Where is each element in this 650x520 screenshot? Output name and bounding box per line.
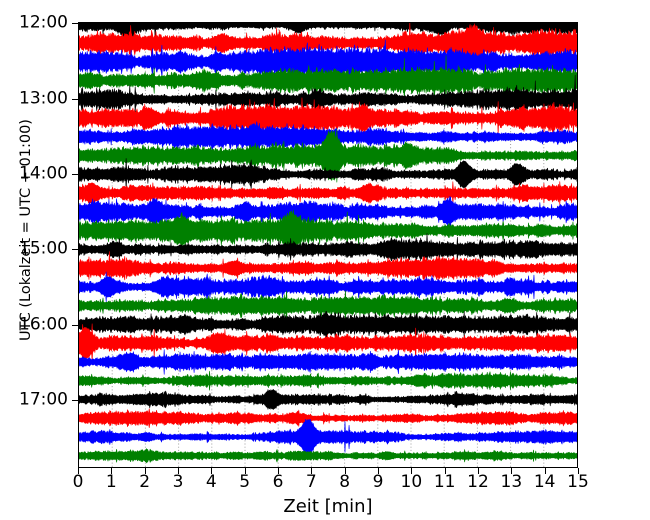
seismogram-trace	[79, 389, 577, 410]
y-tick-label: 14:00	[19, 163, 68, 184]
seismogram-trace	[79, 290, 577, 321]
seismogram-trace	[79, 128, 577, 183]
x-tick-label: 1	[105, 472, 117, 492]
x-tick-mark	[144, 468, 146, 474]
x-axis-tick-labels: 0 1 2 3 4 5 6 7 8 9 10 11 12 13 14 15	[73, 472, 589, 498]
seismogram-traces	[79, 23, 577, 464]
x-tick-mark	[578, 468, 579, 474]
x-tick-mark	[111, 468, 113, 474]
seismogram-trace	[79, 39, 577, 85]
x-tick-label: 10	[400, 472, 423, 492]
x-tick-label: 8	[339, 472, 351, 492]
x-tick-mark	[411, 468, 413, 474]
y-tick-mark	[72, 400, 78, 402]
x-tick-mark	[378, 468, 379, 474]
x-tick-mark	[544, 468, 546, 474]
y-axis-title: UTC (Lokalzeit = UTC + 01:00)	[18, 119, 34, 341]
x-tick-label: 13	[500, 472, 523, 492]
seismogram-trace	[79, 23, 577, 51]
y-tick-mark	[72, 23, 78, 25]
seismogram-trace	[79, 23, 577, 66]
y-tick-mark	[72, 324, 78, 326]
y-tick-mark	[72, 98, 78, 100]
seismogram-trace	[79, 251, 577, 286]
y-tick-label: 13:00	[19, 88, 68, 109]
seismogram-trace	[79, 408, 577, 429]
y-axis-tick-labels: 12:00 13:00 14:00 15:00 16:00 17:00	[0, 14, 68, 468]
x-tick-mark	[344, 468, 346, 474]
seismogram-trace	[79, 74, 577, 124]
x-tick-mark	[444, 468, 446, 474]
x-tick-mark	[278, 468, 279, 474]
seismogram-trace	[79, 233, 577, 266]
y-tick-mark	[72, 249, 78, 251]
x-tick-mark	[178, 468, 179, 474]
seismogram-trace	[79, 181, 577, 206]
seismogram-trace	[79, 158, 577, 191]
x-tick-label: 0	[72, 472, 84, 492]
seismogram-trace	[79, 370, 577, 391]
seismogram-trace	[79, 448, 577, 464]
y-axis-tick-marks	[0, 22, 78, 468]
seismogram-trace	[79, 310, 577, 338]
x-tick-label: 14	[533, 472, 556, 492]
x-tick-label: 11	[433, 472, 456, 492]
seismogram-trace	[79, 97, 577, 139]
seismogram-trace	[79, 418, 577, 456]
x-tick-label: 15	[567, 472, 589, 492]
x-tick-mark	[478, 468, 479, 474]
y-tick-label: 12:00	[19, 12, 68, 33]
x-tick-mark	[211, 468, 213, 474]
x-tick-label: 7	[305, 472, 317, 492]
x-tick-mark	[78, 468, 79, 474]
y-tick-mark	[72, 174, 78, 176]
plot-area	[78, 22, 578, 468]
y-tick-label: 15:00	[19, 238, 68, 259]
x-tick-label: 9	[372, 472, 384, 492]
seismogram-trace	[79, 323, 577, 363]
x-tick-label: 12	[467, 472, 489, 492]
x-axis-title: Zeit [min]	[283, 496, 373, 517]
seismogram-trace	[79, 55, 577, 106]
x-tick-label: 5	[239, 472, 251, 492]
x-tick-mark	[311, 468, 313, 474]
x-tick-mark	[511, 468, 513, 474]
x-tick-label: 2	[139, 472, 151, 492]
y-tick-label: 17:00	[19, 389, 68, 410]
x-tick-label: 4	[205, 472, 217, 492]
x-tick-label: 6	[272, 472, 284, 492]
x-tick-mark	[244, 468, 246, 474]
x-tick-label: 3	[172, 472, 184, 492]
x-axis-tick-marks	[78, 468, 579, 475]
seismogram-trace	[79, 271, 577, 303]
seismogram-trace	[79, 349, 577, 375]
seismogram-trace	[79, 209, 577, 252]
y-tick-label: 16:00	[19, 314, 68, 335]
